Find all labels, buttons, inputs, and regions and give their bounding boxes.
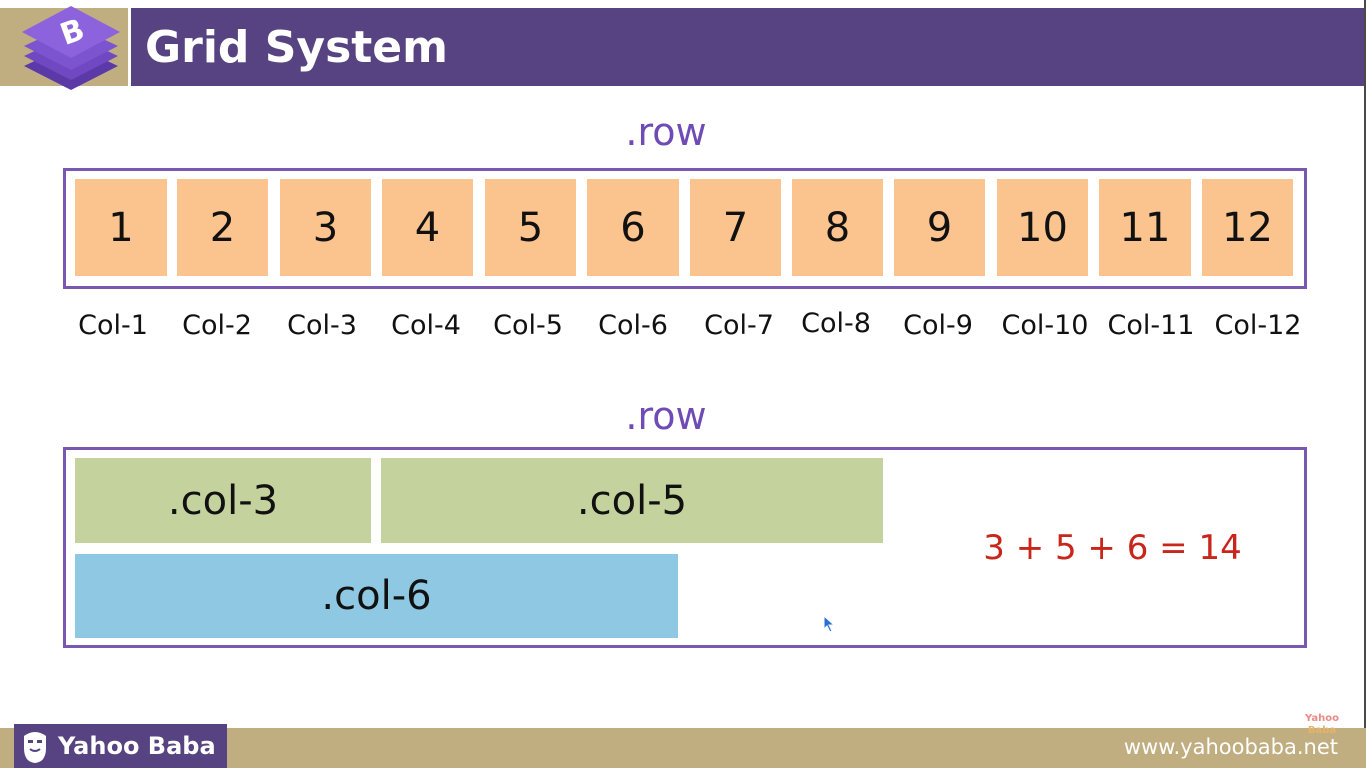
grid-cell-5: 5 — [485, 179, 576, 276]
window-edge — [1364, 0, 1366, 768]
footer-bar — [0, 728, 1366, 768]
mouse-pointer-icon — [823, 614, 836, 633]
col-label-11: Col-11 — [1107, 310, 1195, 341]
website-url: www.yahoobaba.net — [1123, 735, 1338, 759]
col-6-block: .col-6 — [75, 554, 678, 638]
col-5-block: .col-5 — [381, 458, 883, 543]
svg-text:Yahoo: Yahoo — [1304, 713, 1339, 724]
bearded-face-icon — [20, 728, 50, 764]
svg-text:Baba: Baba — [1308, 725, 1336, 736]
row-label-bottom: .row — [625, 394, 707, 438]
col-label-4: Col-4 — [391, 310, 461, 341]
col-label-8: Col-8 — [801, 308, 871, 339]
col-label-10: Col-10 — [1001, 310, 1089, 341]
grid-cell-7: 7 — [690, 179, 781, 276]
grid-cell-1: 1 — [75, 179, 167, 276]
footer-brand: Yahoo Baba — [14, 724, 227, 768]
yahoo-baba-watermark: Yahoo Baba — [1298, 710, 1346, 736]
col-3-block: .col-3 — [75, 458, 371, 543]
brand-name: Yahoo Baba — [58, 732, 216, 760]
col-label-5: Col-5 — [493, 310, 563, 341]
col-label-7: Col-7 — [704, 310, 774, 341]
col-label-3: Col-3 — [287, 310, 357, 341]
grid-cell-12: 12 — [1202, 179, 1293, 276]
grid-cell-4: 4 — [382, 179, 473, 276]
grid-cell-11: 11 — [1099, 179, 1191, 276]
col-label-9: Col-9 — [903, 310, 973, 341]
grid-cell-3: 3 — [280, 179, 371, 276]
grid-cell-2: 2 — [177, 179, 268, 276]
col-label-2: Col-2 — [182, 310, 252, 341]
grid-cell-8: 8 — [792, 179, 883, 276]
page-title: Grid System — [145, 22, 448, 73]
col-label-12: Col-12 — [1214, 310, 1302, 341]
grid-cell-9: 9 — [894, 179, 985, 276]
column-sum-equation: 3 + 5 + 6 = 14 — [983, 528, 1242, 568]
bootstrap-logo-icon: B — [18, 4, 124, 98]
grid-cell-6: 6 — [587, 179, 679, 276]
grid-cell-10: 10 — [997, 179, 1088, 276]
row-label-top: .row — [625, 110, 707, 154]
col-label-1: Col-1 — [78, 310, 148, 341]
col-label-6: Col-6 — [598, 310, 668, 341]
header-bar — [131, 8, 1364, 86]
